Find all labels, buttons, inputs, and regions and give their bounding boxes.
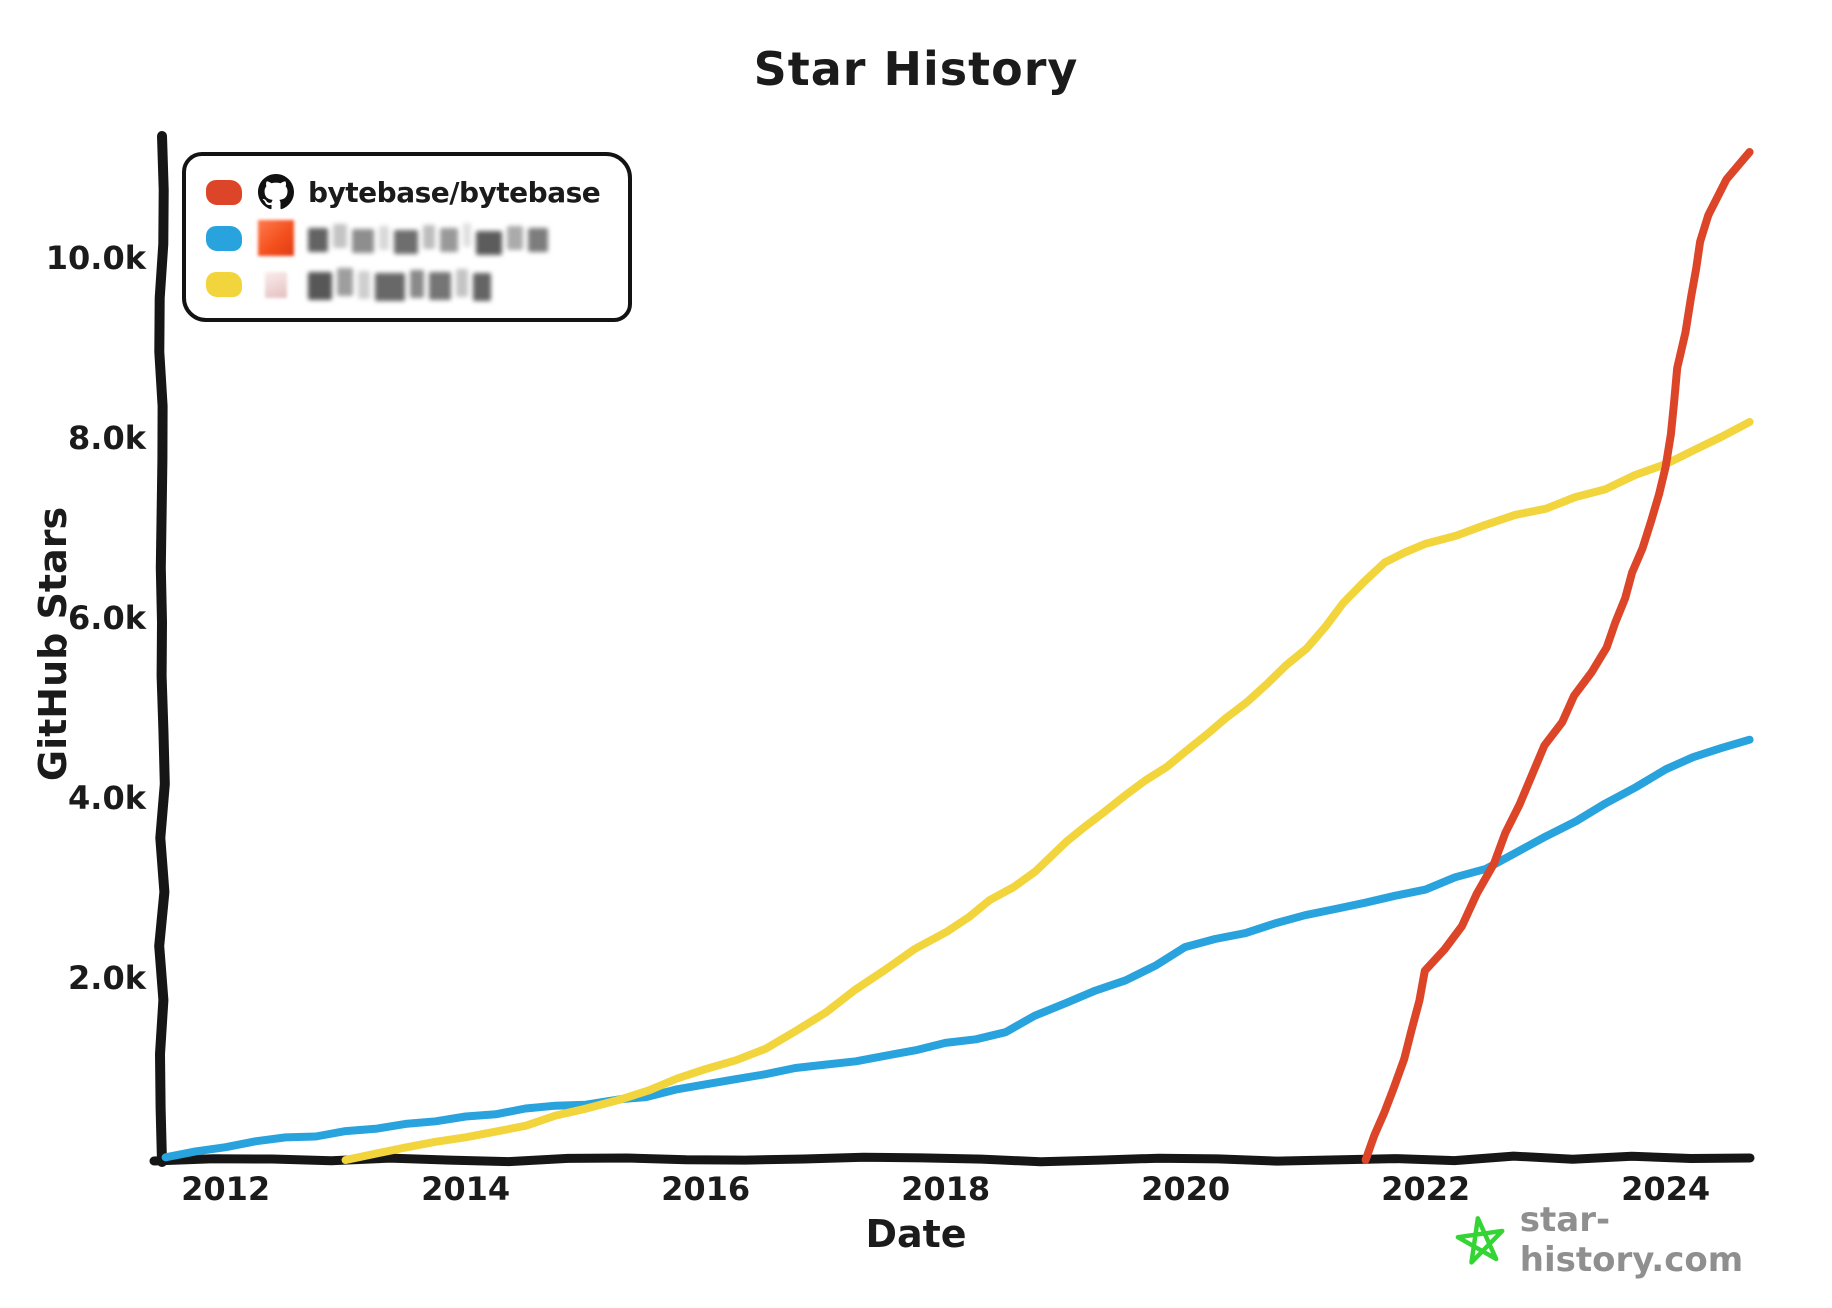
y-tick-2.0k: 2.0k [68,959,146,997]
redacted-pixel-block [463,223,471,247]
x-tick-2020: 2020 [1141,1170,1231,1208]
page-title: Star History [753,42,1079,96]
avatar-slot [257,271,295,298]
avatar-slot [257,174,295,210]
y-tick-8.0k: 8.0k [68,419,146,457]
legend-repo-label: bytebase/bytebase [308,175,601,209]
x-tick-2022: 2022 [1381,1170,1471,1208]
redacted-pixel-block [456,269,468,297]
redacted-pixel-block [333,224,347,248]
y-tick-6.0k: 6.0k [68,599,146,637]
redacted-pixel-block [308,228,328,252]
redacted-pixel-block [308,272,332,300]
redacted-pixel-block [375,273,405,301]
redacted-pixel-block [358,271,370,299]
x-tick-2018: 2018 [901,1170,991,1208]
x-tick-2016: 2016 [661,1170,751,1208]
redacted-pixel-block [473,273,491,301]
series-line-0 [1361,148,1754,1164]
series-swatch-red [206,179,242,205]
redacted-pixel-block [429,272,451,300]
github-logo-icon [258,174,294,210]
watermark: star-history.com [1455,1200,1832,1280]
redacted-pixel-block [423,225,435,249]
watermark-link[interactable]: star-history.com [1519,1200,1744,1280]
legend-item-bytebase: bytebase/bytebase [206,172,601,212]
x-tick-2012: 2012 [181,1170,271,1208]
redacted-pixel-block [507,226,523,250]
redacted-pixel-block [476,231,502,255]
y-tick-4.0k: 4.0k [68,779,146,817]
avatar-slot [257,220,295,256]
redacted-pixel-block [410,270,424,298]
redacted-pixel-block [352,229,374,253]
y-tick-10.0k: 10.0k [45,239,146,277]
redacted-pixel-block [394,230,418,254]
redacted-repo-label [308,223,553,255]
x-axis-line [149,1151,1755,1167]
series-line-1 [161,735,1754,1162]
legend-item-redacted-1 [206,218,600,258]
redacted-avatar-icon [265,272,287,298]
y-axis-line [154,131,170,1167]
redacted-repo-label [308,268,496,301]
x-tick-2014: 2014 [421,1170,511,1208]
redacted-pixel-block [528,228,548,252]
series-swatch-yellow [206,271,242,297]
legend-item-redacted-2 [206,264,600,304]
x-axis-title: Date [865,1212,967,1256]
redacted-pixel-block [440,228,458,252]
series-swatch-blue [206,225,242,251]
redacted-avatar-icon [258,220,294,256]
x-tick-2024: 2024 [1621,1170,1711,1208]
star-doodle-icon [1455,1216,1505,1265]
legend-box: bytebase/bytebase [182,152,633,322]
redacted-pixel-block [379,226,389,250]
series-line-2 [341,418,1754,1164]
redacted-pixel-block [337,268,353,296]
